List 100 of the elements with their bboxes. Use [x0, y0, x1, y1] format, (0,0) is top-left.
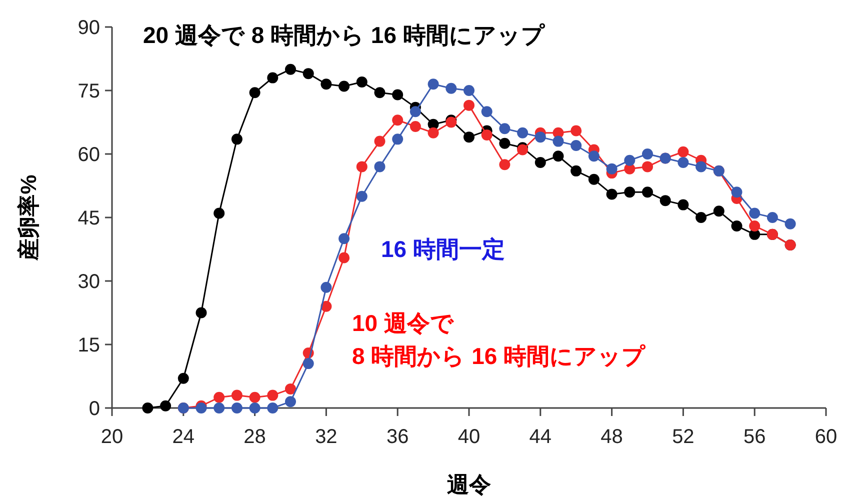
- point: [624, 186, 636, 198]
- x-tick-label: 40: [458, 426, 480, 448]
- point: [160, 400, 172, 412]
- point: [410, 106, 421, 118]
- y-axis-title: 産卵率%: [16, 174, 41, 262]
- point: [552, 150, 564, 162]
- point: [766, 212, 778, 223]
- point: [338, 252, 350, 264]
- point: [713, 206, 724, 217]
- point: [374, 161, 386, 172]
- point: [696, 161, 707, 172]
- y-tick-label: 75: [78, 80, 100, 102]
- point: [642, 186, 653, 198]
- x-tick-label: 24: [172, 426, 195, 448]
- point: [285, 64, 296, 75]
- y-tick-label: 90: [78, 17, 100, 39]
- x-tick-label: 60: [814, 426, 838, 448]
- point: [285, 383, 296, 394]
- point: [464, 100, 474, 111]
- point: [570, 140, 582, 152]
- x-tick-label: 44: [529, 426, 552, 448]
- point: [552, 136, 564, 147]
- point: [338, 233, 350, 244]
- point: [356, 161, 368, 172]
- point: [178, 372, 189, 384]
- point: [464, 132, 474, 143]
- x-tick-label: 48: [600, 426, 623, 448]
- point: [749, 208, 760, 219]
- point: [606, 163, 618, 174]
- point: [196, 307, 207, 318]
- point: [481, 129, 492, 140]
- point: [481, 106, 492, 118]
- point: [731, 220, 742, 232]
- point: [214, 392, 225, 403]
- point: [660, 195, 671, 206]
- point: [392, 134, 404, 145]
- point: [338, 80, 350, 92]
- point: [356, 76, 368, 88]
- point: [642, 161, 653, 172]
- point: [231, 390, 242, 401]
- point: [696, 212, 707, 223]
- x-tick-label: 32: [315, 426, 338, 448]
- point: [517, 127, 528, 138]
- point: [428, 127, 439, 138]
- x-tick-label: 36: [386, 426, 409, 448]
- x-tick-label: 52: [672, 426, 694, 448]
- y-tick-label: 45: [78, 208, 100, 230]
- point: [356, 190, 368, 202]
- point: [428, 78, 439, 90]
- y-tick-label: 0: [88, 398, 100, 420]
- point: [249, 87, 260, 98]
- series-label: 10 週令で 8 時間から 16 時間にアップ: [352, 310, 647, 369]
- point: [267, 402, 278, 414]
- point: [249, 402, 260, 414]
- point: [534, 132, 546, 143]
- point: [588, 150, 600, 162]
- point: [392, 114, 404, 126]
- point: [678, 146, 689, 158]
- point: [624, 154, 636, 166]
- point: [642, 148, 653, 160]
- point: [784, 218, 796, 230]
- point: [499, 138, 510, 149]
- point: [302, 358, 314, 370]
- series-label: 20 週令で 8 時間から 16 時間にアップ: [143, 22, 546, 48]
- point: [231, 134, 242, 145]
- point: [267, 390, 278, 401]
- point: [374, 87, 386, 98]
- y-tick-label: 30: [78, 271, 100, 293]
- point: [214, 402, 225, 414]
- point: [534, 156, 546, 168]
- point: [678, 156, 689, 168]
- point: [142, 402, 154, 414]
- point: [302, 68, 314, 80]
- point: [392, 89, 404, 100]
- point: [446, 82, 457, 94]
- point: [499, 159, 510, 170]
- x-tick-label: 28: [244, 426, 266, 448]
- series-label: 16 時間一定: [381, 236, 505, 262]
- point: [267, 72, 278, 84]
- y-tick-label: 15: [78, 334, 100, 356]
- point: [570, 165, 582, 176]
- point: [249, 392, 260, 403]
- point: [320, 282, 332, 293]
- point: [570, 125, 582, 136]
- point: [499, 123, 510, 134]
- point: [285, 396, 296, 408]
- point: [588, 174, 600, 185]
- x-tick-label: 20: [100, 426, 124, 448]
- point: [374, 136, 386, 147]
- point: [231, 402, 242, 414]
- point: [196, 402, 207, 414]
- point: [606, 188, 618, 200]
- point: [464, 85, 474, 96]
- x-tick-label: 56: [743, 426, 766, 448]
- point: [749, 220, 760, 232]
- x-axis-title: 週令: [447, 472, 491, 497]
- point: [678, 199, 689, 210]
- point: [410, 120, 421, 132]
- point: [320, 78, 332, 90]
- y-tick-label: 60: [78, 144, 100, 166]
